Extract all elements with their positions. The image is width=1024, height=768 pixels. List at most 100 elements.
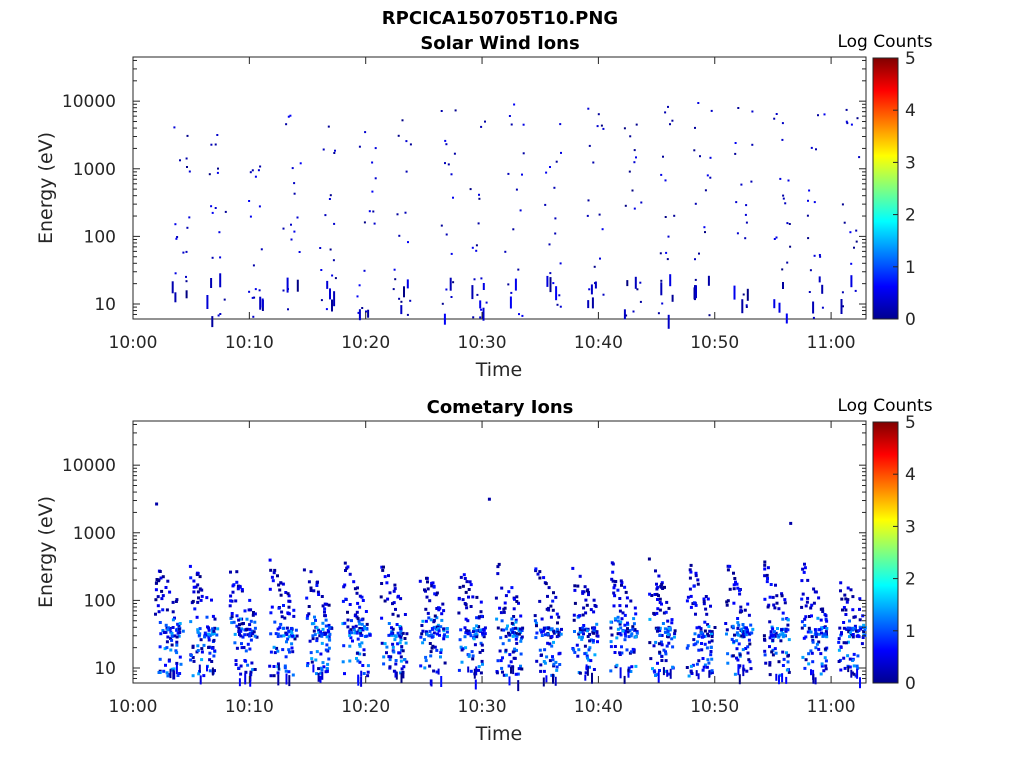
count-pixel — [516, 627, 520, 631]
count-pixel — [635, 123, 638, 126]
count-pixel — [635, 156, 637, 159]
count-pixel — [673, 214, 676, 217]
count-pixel — [862, 623, 866, 627]
count-pixel — [450, 173, 453, 176]
count-pixel — [860, 642, 864, 646]
count-pixel — [290, 238, 293, 241]
count-pixel — [353, 614, 357, 618]
count-pixel — [745, 304, 748, 307]
count-pixel — [696, 582, 700, 586]
count-pixel — [394, 659, 398, 662]
count-pixel — [472, 630, 475, 633]
count-pixel — [602, 293, 605, 296]
count-pixel — [211, 667, 214, 676]
count-pixel — [366, 674, 370, 678]
count-pixel — [858, 625, 862, 629]
count-pixel — [170, 638, 174, 642]
count-pixel — [698, 252, 700, 255]
count-pixel — [368, 633, 372, 637]
count-pixel — [628, 170, 631, 173]
count-pixel — [688, 587, 692, 591]
count-pixel — [659, 640, 663, 644]
count-pixel — [740, 627, 744, 631]
count-pixel — [590, 284, 593, 295]
count-pixel — [632, 310, 635, 313]
colorbar-tick-label: 3 — [905, 517, 916, 537]
count-pixel — [469, 583, 473, 587]
count-pixel — [169, 648, 173, 652]
count-pixel — [710, 671, 714, 675]
count-pixel — [805, 600, 809, 604]
count-pixel — [745, 221, 748, 224]
count-pixel — [363, 627, 367, 630]
count-pixel — [170, 632, 174, 635]
count-pixel — [800, 597, 804, 601]
count-pixel — [587, 658, 591, 662]
x-tick-label: 10:00 — [109, 697, 158, 717]
count-pixel — [238, 617, 242, 621]
count-pixel — [398, 651, 402, 655]
count-pixel — [395, 623, 399, 626]
count-pixel — [196, 630, 200, 634]
count-pixel — [248, 647, 252, 651]
count-pixel — [773, 238, 776, 240]
count-pixel — [778, 302, 781, 313]
count-pixel — [635, 631, 639, 635]
count-pixel — [458, 638, 462, 642]
count-pixel — [208, 173, 211, 176]
count-pixel — [552, 591, 555, 595]
count-pixel — [857, 629, 861, 633]
panel-cometary: Cometary Ions 10:00 10:10 10:20 10:30 10:40 1… — [35, 396, 933, 745]
count-pixel — [504, 634, 508, 638]
count-pixel — [584, 598, 588, 602]
colorbar-tick-label: 2 — [905, 206, 916, 226]
count-pixel — [587, 199, 590, 202]
count-pixel — [739, 609, 743, 613]
count-pixel — [664, 179, 667, 182]
count-pixel — [421, 619, 425, 623]
count-pixel — [291, 167, 294, 170]
count-pixel — [735, 647, 739, 651]
count-pixel — [179, 159, 181, 162]
count-pixel — [584, 674, 587, 681]
count-pixel — [299, 162, 302, 165]
count-pixel — [581, 590, 585, 594]
count-pixel — [461, 584, 465, 588]
count-pixel — [362, 672, 366, 675]
count-pixel — [426, 580, 429, 584]
count-pixel — [508, 676, 511, 686]
count-pixel — [248, 598, 252, 602]
count-pixel — [467, 595, 470, 599]
count-pixel — [732, 587, 736, 591]
count-pixel — [479, 600, 483, 604]
count-pixel — [432, 625, 436, 629]
count-pixel — [671, 119, 674, 122]
count-pixel — [732, 601, 736, 605]
count-pixel — [478, 628, 482, 632]
count-pixel — [293, 192, 296, 195]
count-pixel — [519, 639, 523, 643]
count-pixel — [804, 658, 808, 662]
count-pixel — [745, 669, 749, 673]
count-pixel — [573, 588, 577, 592]
count-pixel — [736, 232, 739, 235]
count-pixel — [431, 644, 435, 648]
count-pixel — [840, 597, 844, 601]
count-pixel — [396, 642, 400, 646]
count-pixel — [192, 659, 196, 663]
count-pixel — [511, 630, 515, 634]
count-pixel — [191, 674, 195, 678]
count-pixel — [658, 601, 662, 604]
count-pixel — [552, 673, 554, 684]
count-pixel — [248, 290, 251, 293]
count-pixel — [175, 651, 179, 655]
count-pixel — [651, 667, 654, 671]
count-pixel — [505, 627, 509, 631]
count-pixel — [467, 629, 471, 633]
count-pixel — [482, 628, 486, 632]
count-pixel — [274, 632, 278, 636]
count-pixel — [586, 656, 589, 660]
count-pixel — [624, 590, 628, 594]
count-pixel — [750, 631, 754, 635]
count-pixel — [325, 667, 329, 670]
